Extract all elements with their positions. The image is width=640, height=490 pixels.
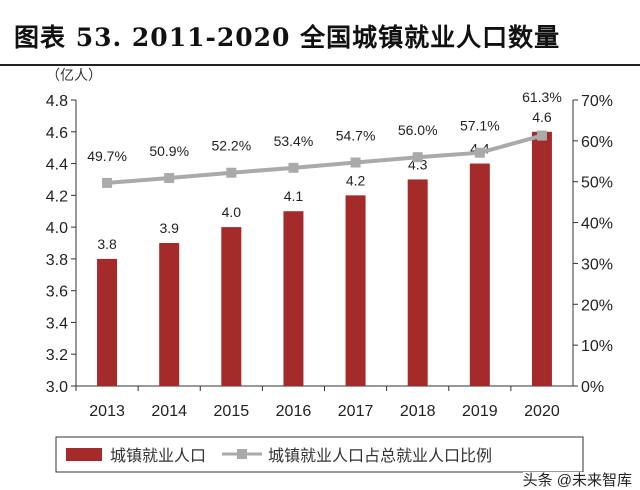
- x-tick-label: 2020: [524, 403, 560, 420]
- right-tick-label: 10%: [581, 338, 613, 355]
- bar: [97, 258, 118, 386]
- left-tick-label: 4.6: [46, 125, 68, 142]
- bar-label: 3.8: [97, 236, 117, 252]
- bar-label: 4.2: [346, 172, 366, 188]
- line-label: 56.0%: [398, 122, 438, 138]
- bar-label: 4.0: [222, 204, 242, 220]
- left-tick-label: 3.4: [46, 315, 68, 332]
- left-tick-label: 3.2: [46, 347, 68, 364]
- line-series: [106, 133, 543, 185]
- right-tick-label: 50%: [581, 175, 613, 192]
- right-tick-label: 40%: [581, 216, 613, 233]
- line-label: 49.7%: [87, 148, 127, 164]
- bar: [531, 131, 552, 386]
- bar: [221, 227, 242, 386]
- right-tick-label: 30%: [581, 256, 613, 273]
- watermark: 头条 @未来智库: [522, 472, 632, 489]
- line-point: [288, 162, 299, 173]
- line-point: [226, 167, 237, 178]
- chart-title: 图表 53. 2011-2020 全国城镇就业人口数量: [14, 23, 561, 52]
- bar: [345, 195, 366, 386]
- bar-label: 4.6: [532, 109, 552, 125]
- line-point: [350, 157, 361, 168]
- line-point: [102, 177, 113, 188]
- x-tick-label: 2018: [400, 403, 436, 420]
- line-label: 52.2%: [211, 138, 251, 154]
- right-tick-label: 20%: [581, 297, 613, 314]
- line-label: 54.7%: [336, 128, 376, 144]
- x-tick-label: 2014: [151, 403, 187, 420]
- legend-box: [55, 436, 584, 473]
- bar-label: 3.9: [159, 220, 179, 236]
- bar: [159, 243, 180, 386]
- bar: [407, 179, 428, 386]
- legend-bar-label: 城镇就业人口: [110, 446, 206, 465]
- bar: [469, 163, 490, 386]
- left-tick-label: 4.0: [46, 220, 68, 237]
- left-tick-label: 4.2: [46, 188, 68, 205]
- legend-line-marker: [237, 449, 247, 459]
- line-point: [474, 147, 485, 158]
- line-label: 61.3%: [522, 89, 562, 105]
- bar: [283, 211, 304, 386]
- legend-bar-swatch: [66, 448, 102, 461]
- x-tick-label: 2015: [214, 403, 250, 420]
- right-tick-label: 0%: [581, 379, 604, 396]
- line-point: [164, 173, 175, 184]
- line-label: 50.9%: [149, 143, 189, 159]
- bar-label: 4.1: [284, 188, 304, 204]
- left-tick-label: 4.4: [46, 157, 68, 174]
- line-label: 57.1%: [460, 118, 500, 134]
- legend-line-label: 城镇就业人口占总就业人口比例: [268, 446, 492, 465]
- line-label: 53.4%: [274, 133, 314, 149]
- x-tick-label: 2019: [462, 403, 498, 420]
- title-divider: [0, 64, 640, 66]
- x-tick-label: 2016: [276, 403, 312, 420]
- left-tick-label: 4.8: [46, 93, 68, 110]
- left-tick-label: 3.6: [46, 284, 68, 301]
- left-tick-label: 3.0: [46, 379, 68, 396]
- line-point: [536, 130, 547, 141]
- x-tick-label: 2017: [338, 403, 374, 420]
- x-tick-label: 2013: [89, 403, 125, 420]
- left-axis-unit: （亿人）: [46, 67, 102, 83]
- line-point: [412, 152, 423, 163]
- right-tick-label: 70%: [581, 93, 613, 110]
- right-tick-label: 60%: [581, 134, 613, 151]
- left-tick-label: 3.8: [46, 252, 68, 269]
